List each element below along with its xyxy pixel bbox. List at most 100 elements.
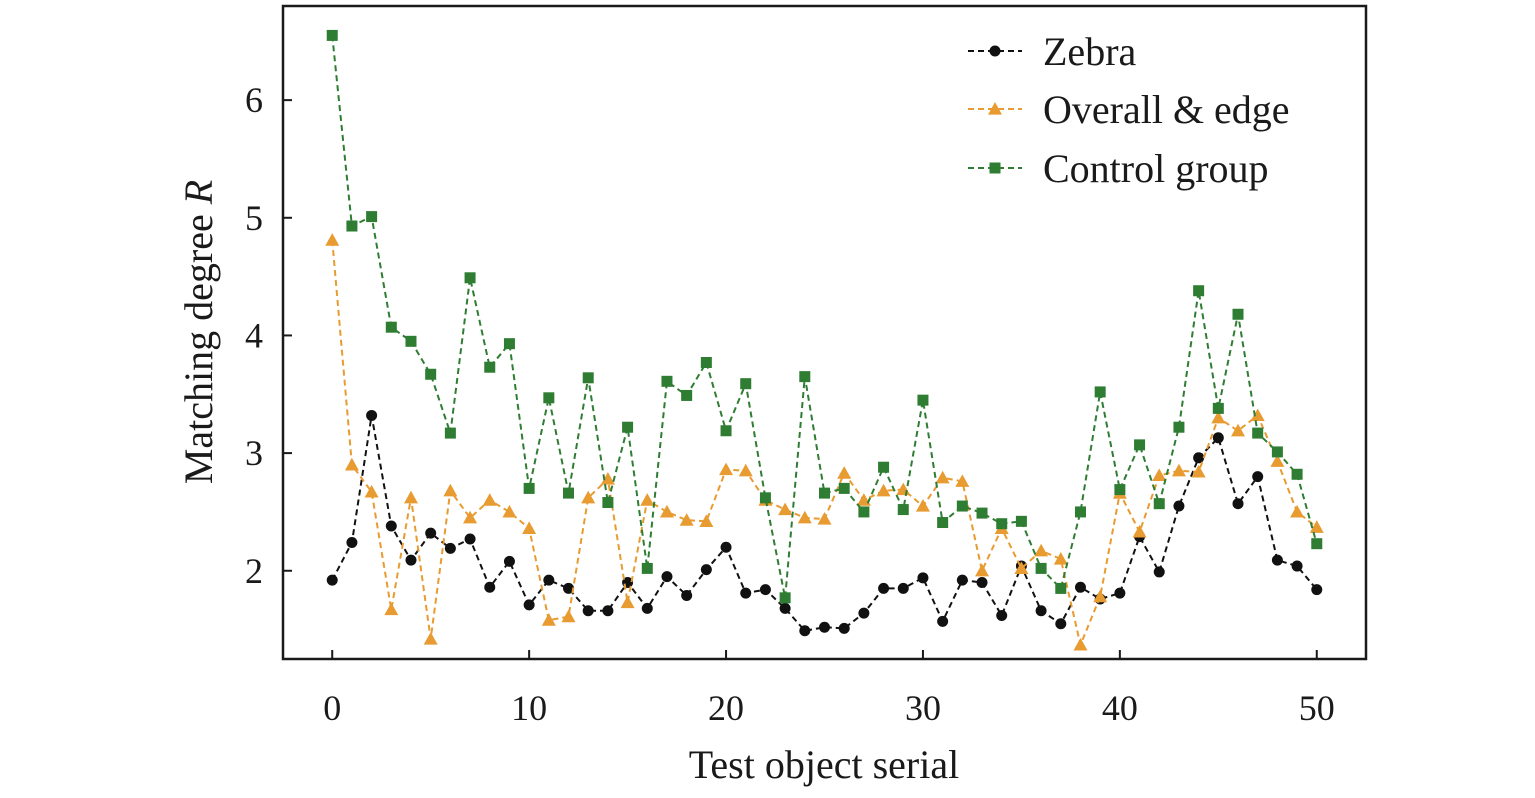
data-point xyxy=(1114,587,1126,599)
data-point xyxy=(366,409,378,421)
data-point xyxy=(740,587,752,599)
y-ticks: 2 3 4 5 6 xyxy=(245,80,292,591)
x-tick-label: 40 xyxy=(1102,688,1138,728)
x-tick-label: 50 xyxy=(1299,688,1335,728)
data-point xyxy=(385,520,397,532)
series-layer xyxy=(325,29,1324,651)
data-point xyxy=(976,577,988,589)
data-point xyxy=(325,233,340,246)
data-point xyxy=(817,511,832,525)
data-point xyxy=(1153,498,1165,510)
data-point xyxy=(484,361,496,373)
x-tick-label: 0 xyxy=(323,688,341,728)
data-point xyxy=(543,392,555,404)
data-point xyxy=(463,510,478,524)
y-axis-title-text: Matching degree xyxy=(176,204,221,484)
data-point xyxy=(858,506,870,518)
data-point xyxy=(779,592,791,604)
data-point xyxy=(602,497,614,509)
data-point xyxy=(1311,584,1323,596)
y-axis-title: Matching degree R xyxy=(176,180,221,484)
data-point xyxy=(425,527,437,539)
data-point xyxy=(444,542,456,554)
data-point xyxy=(326,574,338,586)
data-point xyxy=(1014,561,1029,575)
data-point xyxy=(897,582,909,594)
y-tick-label: 6 xyxy=(245,80,263,120)
data-point xyxy=(1211,410,1226,424)
data-point xyxy=(543,574,555,586)
data-point xyxy=(858,607,870,619)
data-point xyxy=(956,574,968,586)
data-point xyxy=(681,589,693,601)
data-point xyxy=(1231,423,1246,437)
data-point xyxy=(423,631,438,645)
data-point xyxy=(503,555,515,567)
data-point xyxy=(326,29,338,41)
legend-label: Control group xyxy=(1043,146,1269,191)
data-point xyxy=(405,335,417,347)
data-point xyxy=(1132,524,1147,538)
data-point xyxy=(681,389,693,401)
data-point xyxy=(344,457,359,471)
data-point xyxy=(1035,605,1047,617)
data-point xyxy=(385,321,397,333)
data-point xyxy=(503,338,515,350)
data-point xyxy=(581,490,596,504)
data-point xyxy=(1034,543,1049,557)
data-point xyxy=(878,582,890,594)
y-axis-title-symbol: R xyxy=(176,180,221,205)
data-point xyxy=(661,571,673,583)
data-point xyxy=(1250,408,1265,422)
series-group xyxy=(326,29,1323,604)
data-point xyxy=(837,466,852,479)
legend-marker xyxy=(989,45,1001,57)
data-point xyxy=(955,474,970,487)
data-point xyxy=(641,562,653,574)
data-point xyxy=(897,504,909,516)
data-point xyxy=(1193,285,1205,297)
data-point xyxy=(600,471,615,485)
data-point xyxy=(1290,504,1305,518)
data-point xyxy=(1055,618,1067,630)
data-point xyxy=(937,615,949,627)
data-point xyxy=(1191,464,1206,478)
data-point xyxy=(563,582,575,594)
y-tick-label: 2 xyxy=(245,551,263,591)
data-point xyxy=(699,514,714,527)
legend-item: Zebra xyxy=(968,29,1137,74)
data-point xyxy=(366,211,378,223)
data-point xyxy=(1271,554,1283,566)
y-tick-label: 4 xyxy=(245,315,263,355)
data-point xyxy=(1252,471,1264,483)
data-point xyxy=(1173,421,1185,433)
legend-item: Control group xyxy=(968,146,1269,191)
data-point xyxy=(384,602,399,616)
legend-marker xyxy=(989,162,1001,174)
x-tick-label: 20 xyxy=(708,688,744,728)
data-point xyxy=(797,510,812,524)
data-point xyxy=(523,482,535,494)
data-point xyxy=(799,625,811,637)
data-point xyxy=(1035,562,1047,574)
x-tick-label: 10 xyxy=(511,688,547,728)
data-point xyxy=(819,487,830,499)
series-line xyxy=(331,415,1318,632)
legend: Zebra Overall & edge Control group xyxy=(968,29,1290,191)
data-point xyxy=(620,595,635,609)
data-point xyxy=(935,470,950,484)
data-point xyxy=(602,605,614,617)
data-point xyxy=(640,493,655,506)
legend-label: Zebra xyxy=(1043,29,1137,74)
data-point xyxy=(582,372,594,384)
y-tick-label: 3 xyxy=(245,433,263,473)
data-point xyxy=(482,493,497,506)
data-point xyxy=(444,427,456,439)
data-point xyxy=(838,482,850,494)
data-point xyxy=(1291,560,1303,572)
data-point xyxy=(759,584,771,596)
data-point xyxy=(464,533,476,545)
data-point xyxy=(976,507,988,519)
legend-label: Overall & edge xyxy=(1043,87,1290,132)
